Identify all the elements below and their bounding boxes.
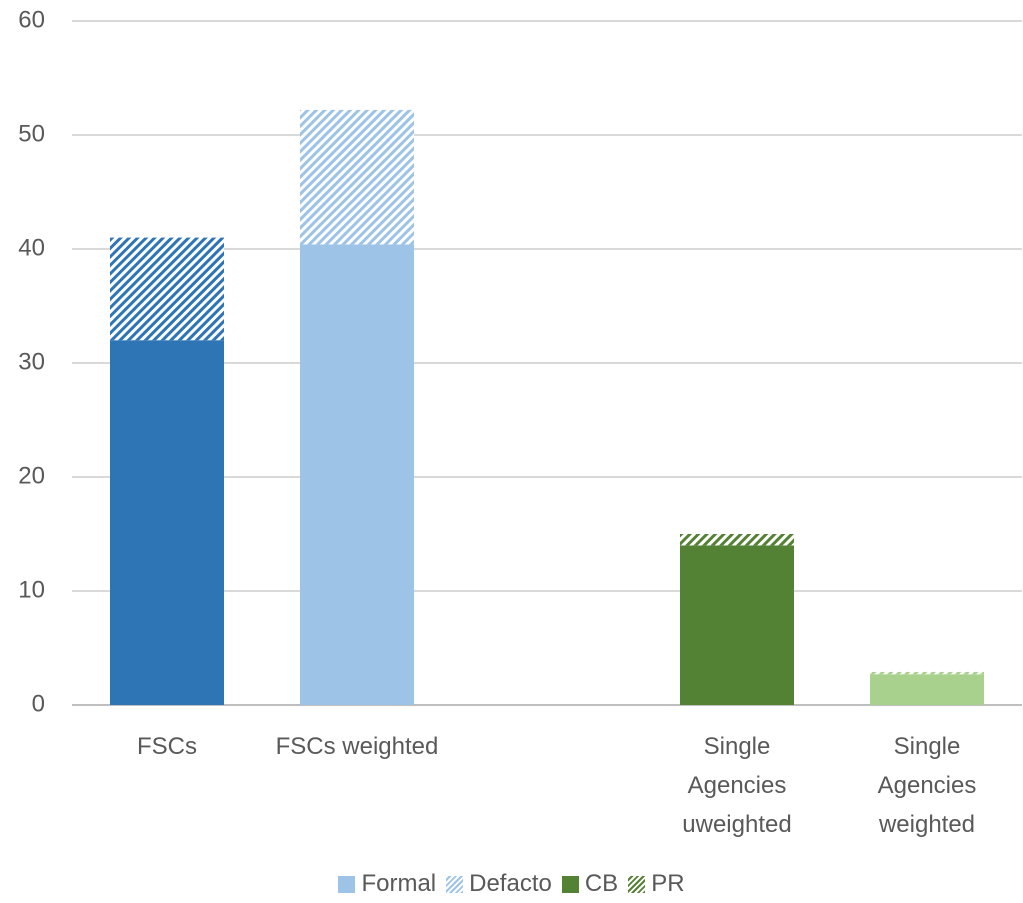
x-tick-label: FSCs xyxy=(137,733,197,760)
legend-entry: PR xyxy=(628,870,685,898)
bar-segment xyxy=(110,237,224,341)
legend-swatch xyxy=(628,875,646,893)
legend-label: Formal xyxy=(361,870,437,897)
bar-segment xyxy=(300,244,414,705)
y-tick-label: 30 xyxy=(18,348,45,375)
bar-segment xyxy=(870,674,984,705)
y-tick-label: 40 xyxy=(18,234,45,261)
legend-label: CB xyxy=(584,870,619,897)
y-tick-label: 60 xyxy=(18,6,45,33)
bar-segment xyxy=(110,340,224,705)
bar-segment xyxy=(680,534,794,546)
legend-label: PR xyxy=(651,870,685,897)
legend-entry: Defacto xyxy=(446,870,552,898)
legend-swatch xyxy=(446,875,464,893)
y-tick-label: 50 xyxy=(18,120,45,147)
legend-entry: CB xyxy=(561,870,619,898)
x-tick-label: Single Agencies uweighted xyxy=(682,733,792,838)
x-tick-label: Single Agencies weighted xyxy=(877,733,977,838)
y-tick-label: 0 xyxy=(32,690,45,717)
bar-segment xyxy=(680,545,794,705)
legend-entry: Formal xyxy=(338,870,436,898)
legend: Formal Defacto CB PR xyxy=(0,870,1023,898)
legend-swatch xyxy=(561,875,579,893)
legend-swatch xyxy=(338,875,356,893)
legend-label: Defacto xyxy=(469,870,552,897)
y-tick-label: 20 xyxy=(18,462,45,489)
bar-segment xyxy=(870,671,984,675)
x-tick-label: FSCs weighted xyxy=(275,733,439,760)
y-tick-label: 10 xyxy=(18,576,45,603)
bar-segment xyxy=(300,109,414,245)
